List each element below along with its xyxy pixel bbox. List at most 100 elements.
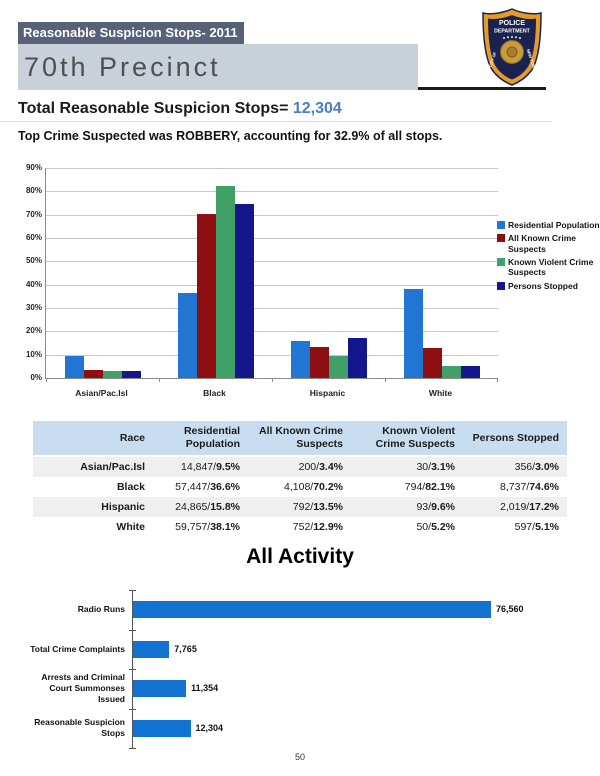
table-row: Asian/Pac.Isl 14,847/9.5% 200/3.4% 30/3.1% 3…	[33, 456, 567, 478]
y-axis-label: 60%	[25, 233, 42, 242]
activity-bar	[133, 601, 491, 619]
value-cell: 14,847/9.5%	[153, 456, 248, 478]
y-axis-label: 30%	[25, 303, 42, 312]
value-cell: 794/82.1%	[404, 481, 455, 494]
bar	[290, 341, 310, 378]
activity-value: 12,304	[195, 722, 224, 733]
value-cell: 4,108/70.2%	[284, 481, 343, 494]
stats-table: Race Residential Population All Known Crim…	[33, 421, 567, 537]
grid-line	[46, 214, 498, 216]
value-cell: 752/12.9%	[292, 521, 343, 534]
x-axis-label: Asian/Pac.Isl	[75, 388, 128, 398]
activity-axis-tick	[129, 708, 136, 710]
value-cell: 8,737/74.6%	[500, 481, 559, 494]
legend-item: Known Violent Crime Suspects	[497, 257, 600, 278]
legend-label: All Known Crime Suspects	[508, 233, 577, 254]
activity-bar	[133, 680, 187, 698]
race-cell: Asian/Pac.Isl	[33, 456, 153, 478]
legend-swatch	[497, 234, 505, 243]
bar	[196, 214, 216, 378]
precinct-header: 70th Precinct	[18, 44, 418, 90]
legend-swatch	[497, 281, 505, 290]
activity-chart-title: All Activity	[246, 545, 354, 568]
legend-item: Persons Stopped	[497, 281, 600, 291]
logo-text-new-york: NEW YORK	[526, 48, 538, 71]
x-axis-tick	[46, 378, 47, 382]
x-axis-tick	[159, 378, 160, 382]
bar	[460, 366, 480, 378]
grid-line	[46, 354, 498, 356]
table-row: Black 57,447/36.6% 4,108/70.2% 794/82.1% 8,7…	[33, 477, 567, 497]
legend-item: All Known Crime Suspects	[497, 233, 600, 254]
activity-label: Radio Runs	[77, 604, 125, 615]
legend-swatch	[497, 221, 505, 229]
x-axis-tick	[497, 378, 498, 382]
legend-swatch	[497, 258, 505, 267]
grid-line	[46, 168, 498, 169]
activity-bar	[133, 719, 191, 737]
chart-plot-area	[45, 168, 498, 382]
page-number: 50	[294, 752, 305, 762]
bar	[403, 289, 423, 378]
bar	[64, 355, 84, 378]
table-row: White 59,757/38.1% 752/12.9% 50/5.2% 597/5.1…	[33, 517, 567, 537]
report-title-bar: Reasonable Suspicion Stops- 2011	[18, 22, 244, 44]
bar	[328, 355, 348, 378]
value-cell: 2,019/17.2%	[463, 497, 567, 518]
x-axis-label: Black	[203, 388, 226, 398]
value-cell: 50/5.2%	[416, 521, 455, 534]
bar	[215, 186, 235, 378]
race-cell: White	[116, 521, 145, 534]
x-axis-tick	[272, 378, 273, 382]
logo-stars-band	[503, 36, 521, 39]
activity-label: Arrests and Criminal Court Summonses Iss…	[41, 672, 125, 705]
logo-emblem-core	[506, 46, 518, 58]
table-header-cell: All Known Crime Suspects	[248, 421, 351, 457]
value-cell: 24,865/15.8%	[153, 497, 248, 518]
total-stops-line: Total Reasonable Suspicion Stops= 12,304	[18, 100, 342, 118]
total-stops-value: 12,304	[292, 100, 342, 117]
total-stops-label: Total Reasonable Suspicion Stops=	[18, 100, 289, 117]
x-axis-label: White	[428, 388, 453, 398]
race-cell: Hispanic	[33, 497, 153, 518]
grid-line	[46, 238, 498, 239]
bar	[102, 370, 122, 378]
y-axis-label: 0%	[30, 373, 42, 382]
activity-axis-tick	[129, 629, 136, 631]
y-axis-label: 90%	[25, 163, 42, 172]
bar	[121, 371, 141, 378]
y-axis-label: 70%	[25, 209, 42, 219]
grid-line	[46, 191, 498, 193]
y-axis-label: 10%	[25, 349, 42, 359]
race-stats-table: Race Residential Population All Known Crim…	[33, 421, 567, 537]
bar	[347, 337, 367, 378]
bar	[83, 370, 103, 378]
bar	[177, 292, 197, 378]
bar	[234, 203, 254, 378]
grid-line	[46, 331, 498, 333]
activity-bar	[133, 640, 170, 658]
table-header-cell: Persons Stopped	[463, 421, 567, 457]
activity-axis-tick	[129, 748, 136, 749]
legend-label: Residential Population	[508, 220, 600, 230]
value-cell: 93/9.6%	[351, 497, 463, 518]
grid-line	[46, 261, 498, 263]
value-cell: 59,757/38.1%	[175, 521, 240, 534]
x-axis-label: Hispanic	[309, 388, 346, 398]
table-header-cell: Known Violent Crime Suspects	[351, 421, 463, 457]
value-cell: 792/13.5%	[248, 497, 351, 518]
top-crime-line: Top Crime Suspected was ROBBERY, account…	[18, 129, 443, 143]
value-cell: 200/3.4%	[248, 456, 351, 478]
x-axis-tick	[385, 378, 386, 382]
value-cell: 30/3.1%	[351, 456, 463, 478]
value-cell: 57,447/36.6%	[175, 481, 240, 494]
y-axis-label: 20%	[25, 326, 42, 336]
race-cell: Black	[116, 481, 145, 494]
report-title: Reasonable Suspicion Stops- 2011	[23, 25, 238, 40]
grid-line	[46, 284, 498, 286]
y-axis-label: 80%	[25, 186, 42, 196]
activity-value: 76,560	[496, 604, 524, 615]
activity-label: Total Crime Complaints	[30, 643, 125, 654]
race-comparison-chart: Residential Population All Known Crime Su…	[14, 162, 600, 410]
